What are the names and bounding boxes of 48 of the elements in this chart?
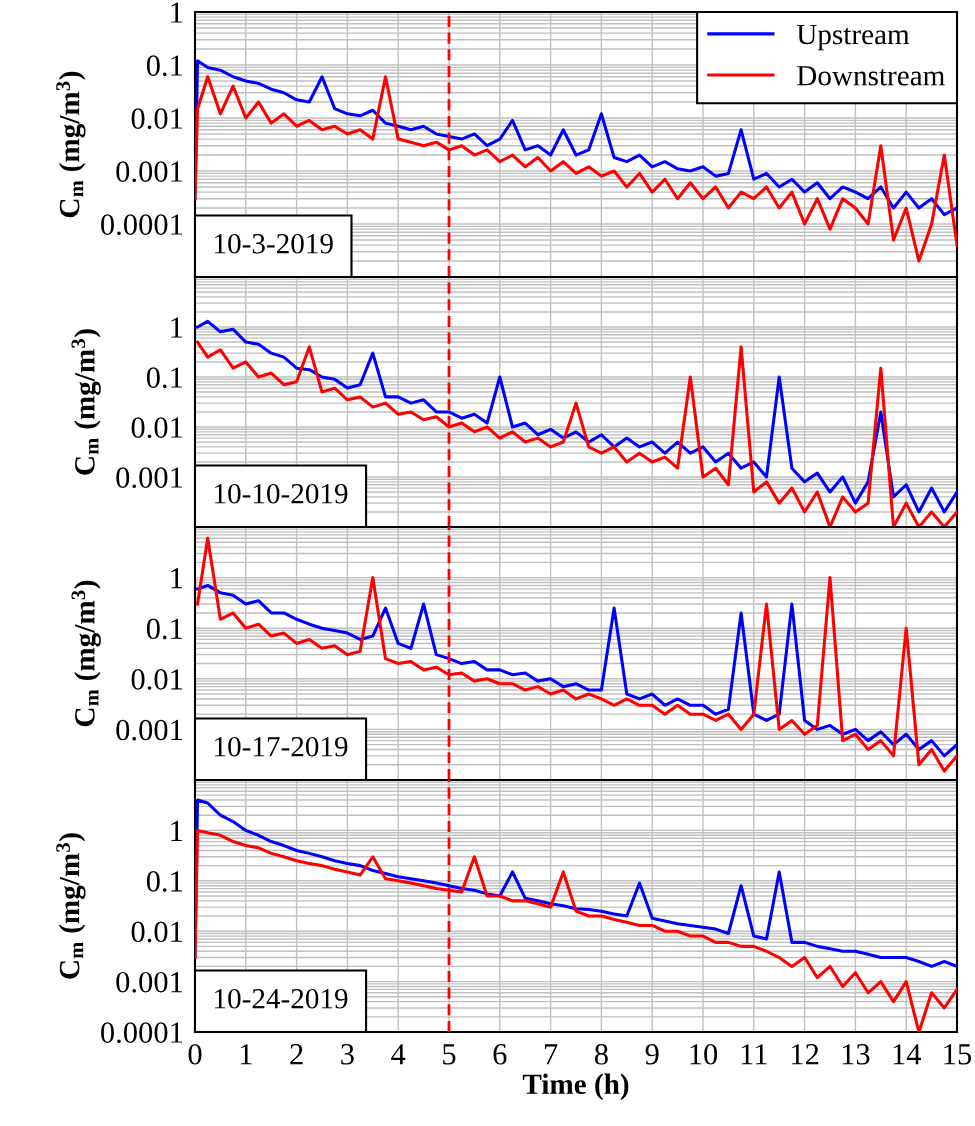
x-tick-label: 11 — [741, 1044, 767, 1065]
x-tick-label: 8 — [594, 1043, 608, 1065]
x-tick-label: 6 — [493, 1044, 507, 1065]
x-tick-label: 1 — [240, 1044, 252, 1065]
y-tick-label: 0.01 — [131, 669, 183, 690]
x-tick-label: 3 — [341, 1044, 354, 1065]
line-series — [196, 583, 957, 758]
x-tick-label: 10 — [690, 1043, 718, 1065]
y-tick-label: 1 — [171, 568, 183, 589]
x-tick-label: 2 — [290, 1044, 303, 1065]
line-series — [196, 319, 957, 514]
x-tick-label: 15 — [944, 1044, 972, 1065]
y-tick-label: 0.001 — [116, 971, 183, 993]
annotation: 10-10-2019 — [215, 483, 348, 504]
x-tick-label: 5 — [443, 1044, 456, 1065]
y-axis-title: C$_{m}$ (mg/m$^{3}$) — [71, 580, 101, 727]
y-tick-label: 0.1 — [146, 618, 183, 640]
x-tick-label: 13 — [842, 1044, 870, 1065]
legend-label: Upstream — [796, 24, 910, 51]
y-tick-label: 0.001 — [116, 719, 183, 741]
y-tick-label: 0.001 — [116, 161, 183, 183]
y-tick-label: 0.01 — [131, 108, 183, 130]
annotation: 10-17-2019 — [215, 736, 348, 757]
y-tick-label: 1 — [171, 2, 183, 23]
y-tick-label: 0.01 — [131, 417, 183, 439]
y-tick-label: 0.001 — [116, 467, 183, 489]
annotation: 10-3-2019 — [215, 233, 333, 254]
y-axis-title: C$_{m}$ (mg/m$^{3}$) — [56, 833, 86, 979]
y-tick-label: 0.0001 — [101, 1022, 183, 1044]
annotation: 10-24-2019 — [215, 988, 348, 1009]
y-axis-title: C$_{m}$ (mg/m$^{3}$) — [71, 329, 101, 475]
y-tick-label: 0.01 — [131, 921, 183, 943]
line-series — [195, 59, 957, 217]
y-tick-label: 1 — [171, 820, 183, 841]
x-tick-label: 4 — [391, 1044, 406, 1065]
x-tick-label: 0 — [188, 1043, 202, 1065]
y-axis-title: C$_{m}$ (mg/m$^{3}$) — [56, 71, 86, 218]
x-tick-label: 9 — [645, 1044, 659, 1065]
legend-label: Downstream — [797, 66, 945, 86]
x-tick-label: 7 — [544, 1044, 558, 1065]
y-tick-label: 0.0001 — [101, 214, 183, 236]
y-tick-label: 0.1 — [146, 871, 183, 892]
x-tick-label: 14 — [893, 1044, 921, 1065]
y-tick-label: 1 — [171, 317, 183, 338]
y-tick-label: 0.1 — [146, 55, 183, 77]
x-tick-label: 12 — [792, 1044, 819, 1065]
x-axis-title: Time (h) — [522, 1073, 629, 1101]
y-tick-label: 0.1 — [146, 367, 183, 389]
